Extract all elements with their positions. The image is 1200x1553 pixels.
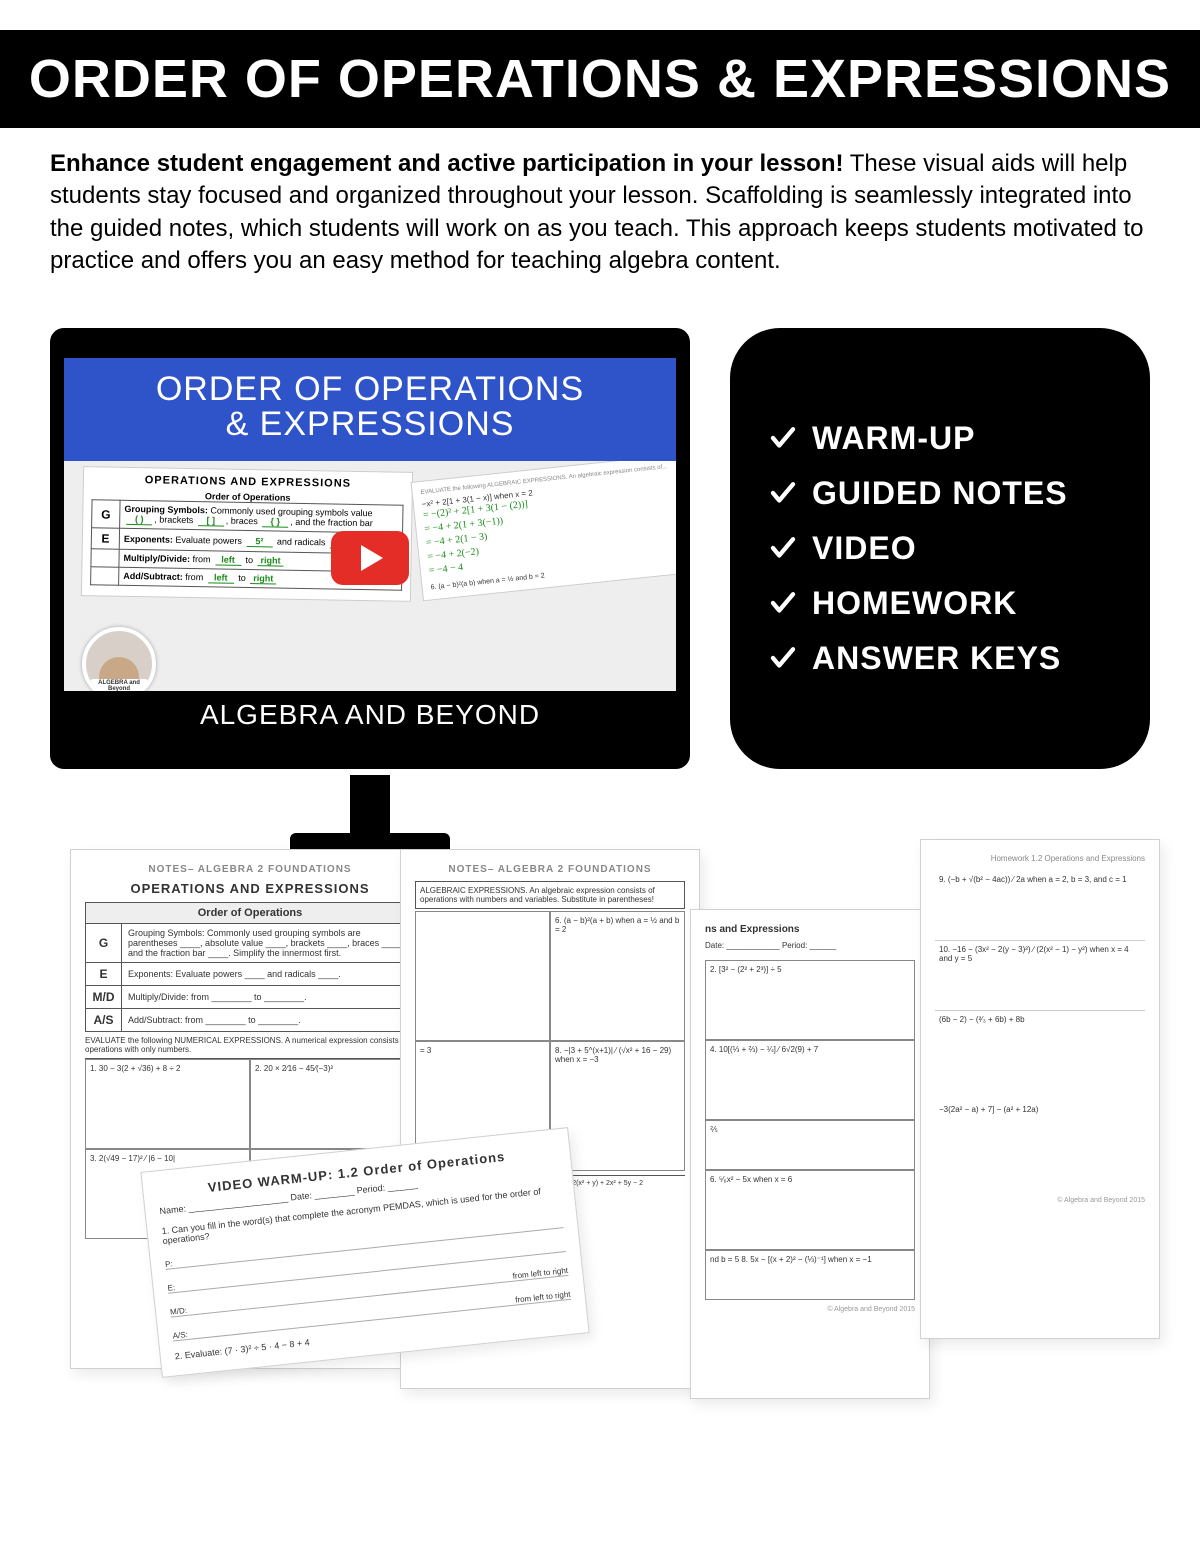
- feature-label: ANSWER KEYS: [812, 640, 1061, 677]
- video-title-band: ORDER OF OPERATIONS & EXPRESSIONS: [64, 358, 676, 461]
- sheet3-p2: 2. [3² − (2² + 2³)] ÷ 5: [705, 960, 915, 1040]
- intro-block: Enhance student engagement and active pa…: [0, 128, 1200, 308]
- sheet2-blank: [415, 911, 550, 1041]
- sheet1-title: OPERATIONS AND EXPRESSIONS: [85, 881, 415, 896]
- notes-header: NOTES– ALGEBRA 2 FOUNDATIONS: [415, 864, 685, 875]
- feature-video: VIDEO: [768, 530, 1112, 567]
- row-md-letter: [91, 549, 119, 567]
- video-title-line2: & EXPRESSIONS: [74, 407, 666, 443]
- sheet1-table: Order of Operations GGrouping Symbols: C…: [85, 902, 415, 1032]
- sheet1-sub: Order of Operations: [86, 902, 415, 923]
- worksheet-homework-page2: Homework 1.2 Operations and Expressions …: [920, 839, 1160, 1339]
- play-button[interactable]: [331, 531, 409, 585]
- sheet2-alg-note: ALGEBRAIC EXPRESSIONS. An algebraic expr…: [415, 881, 685, 909]
- page-title: ORDER OF OPERATIONS & EXPRESSIONS: [10, 48, 1190, 110]
- video-channel-label: ALGEBRA AND BEYOND: [64, 691, 676, 739]
- worksheet-collage: NOTES– ALGEBRA 2 FOUNDATIONS OPERATIONS …: [0, 809, 1200, 1449]
- sheet4-header: Homework 1.2 Operations and Expressions: [935, 854, 1145, 863]
- feature-guided-notes: GUIDED NOTES: [768, 475, 1112, 512]
- feature-homework: HOMEWORK: [768, 585, 1112, 622]
- sheet4-mid2: −3(2a² − a) + 7] − (a² + 12a): [935, 1101, 1145, 1191]
- sheet1-p1: 1. 30 − 3(2 + √36) + 8 ÷ 2: [85, 1059, 250, 1149]
- check-icon: [768, 643, 798, 673]
- notes-header: NOTES– ALGEBRA 2 FOUNDATIONS: [85, 864, 415, 875]
- sheet3-title: ns and Expressions: [705, 924, 915, 935]
- sheet4-p10: 10. −16 − (3x² − 2(y − 3)²) ⁄ (2(x² − 1)…: [935, 941, 1145, 1011]
- preview-worksheet-right: EVALUATE the following ALGEBRAIC EXPRESS…: [410, 461, 676, 601]
- video-worksheet-preview: OPERATIONS AND EXPRESSIONS Order of Oper…: [64, 461, 676, 691]
- feature-answer-keys: ANSWER KEYS: [768, 640, 1112, 677]
- feature-label: VIDEO: [812, 530, 917, 567]
- sheet1-p2: 2. 20 × 2⁄16 − 45⁄(−3)²: [250, 1059, 415, 1149]
- check-icon: [768, 588, 798, 618]
- monitor-wrap: ORDER OF OPERATIONS & EXPRESSIONS OPERAT…: [50, 328, 690, 769]
- row-e-letter: E: [91, 528, 119, 549]
- intro-headline: Enhance student engagement and active pa…: [50, 150, 844, 177]
- worksheet-homework-page1: ns and Expressions Date: ____________ Pe…: [690, 909, 930, 1399]
- preview-ws-title: OPERATIONS AND EXPRESSIONS: [92, 473, 404, 490]
- feature-label: WARM-UP: [812, 420, 975, 457]
- check-icon: [768, 478, 798, 508]
- screen-top-bar: [64, 342, 676, 358]
- channel-avatar: ALGEBRA and Beyond: [82, 627, 156, 691]
- sheet3-foot: © Algebra and Beyond 2015: [705, 1306, 915, 1313]
- sheet3-p6: 6. ⁵⁄₆x² − 5x when x = 6: [705, 1170, 915, 1250]
- row-as-letter: [91, 567, 119, 585]
- check-icon: [768, 533, 798, 563]
- feature-warmup: WARM-UP: [768, 420, 1112, 457]
- sheet4-foot: © Algebra and Beyond 2015: [935, 1197, 1145, 1204]
- screen-bottom-bar: [64, 739, 676, 755]
- sheet3-p5: ⅖: [705, 1120, 915, 1170]
- mid-row: ORDER OF OPERATIONS & EXPRESSIONS OPERAT…: [0, 308, 1200, 809]
- sheet2-p6: 6. (a − b)²(a + b) when a = ½ and b = 2: [550, 911, 685, 1041]
- sheet3-p4: 4. 10[(⅓ + ⅔) − ¼] ⁄ 6√2(9) + 7: [705, 1040, 915, 1120]
- sheet3-fields: Date: ____________ Period: ______: [705, 941, 915, 950]
- sheet1-eval-note: EVALUATE the following NUMERICAL EXPRESS…: [85, 1032, 415, 1059]
- monitor-frame: ORDER OF OPERATIONS & EXPRESSIONS OPERAT…: [50, 328, 690, 769]
- sheet4-p9: 9. (−b + √(b² − 4ac)) ⁄ 2a when a = 2, b…: [935, 871, 1145, 941]
- monitor-screen: ORDER OF OPERATIONS & EXPRESSIONS OPERAT…: [64, 342, 676, 755]
- avatar-label: ALGEBRA and Beyond: [90, 679, 148, 691]
- sheet4-mid1: (6b − 2) − (²⁄₃ + 6b) + 8b: [935, 1011, 1145, 1101]
- title-bar: ORDER OF OPERATIONS & EXPRESSIONS: [0, 30, 1200, 128]
- sheet3-p8: nd b = 5 8. 5x − [(x + 2)² − (⅓)⁻¹] when…: [705, 1250, 915, 1300]
- check-icon: [768, 423, 798, 453]
- features-panel: WARM-UP GUIDED NOTES VIDEO HOMEWORK ANSW…: [730, 328, 1150, 769]
- feature-label: GUIDED NOTES: [812, 475, 1068, 512]
- video-title-line1: ORDER OF OPERATIONS: [74, 372, 666, 408]
- feature-label: HOMEWORK: [812, 585, 1017, 622]
- row-g-letter: G: [92, 500, 120, 528]
